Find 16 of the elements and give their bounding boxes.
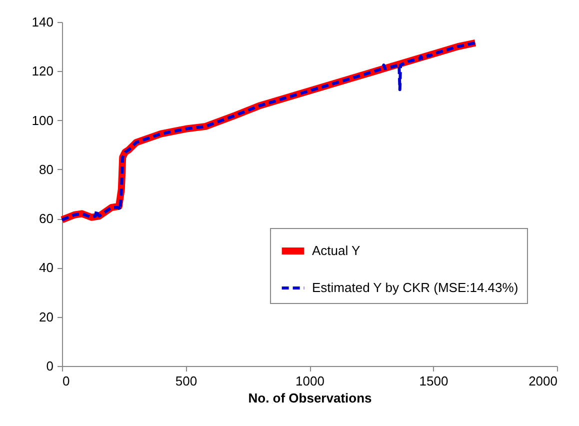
y-tick-label: 0 [46,358,54,374]
y-tick-label: 140 [32,14,54,30]
y-tick-label: 20 [39,309,54,324]
y-tick-label: 60 [39,211,54,226]
legend-label: Estimated Y by CKR (MSE:14.43%) [312,280,518,295]
x-tick-label: 1000 [296,374,324,388]
y-tick-label: 80 [39,162,54,177]
legend-label: Actual Y [312,243,361,258]
x-tick-label: 1500 [419,374,448,388]
x-tick-label: 2000 [528,374,558,388]
y-tick-label: 100 [32,112,54,128]
y-tick-label: 40 [39,260,54,276]
y-tick-label: 120 [32,64,54,79]
x-axis-title: No. of Observations [248,390,372,406]
x-tick-label: 0 [62,374,70,388]
x-tick-label: 500 [175,374,198,388]
